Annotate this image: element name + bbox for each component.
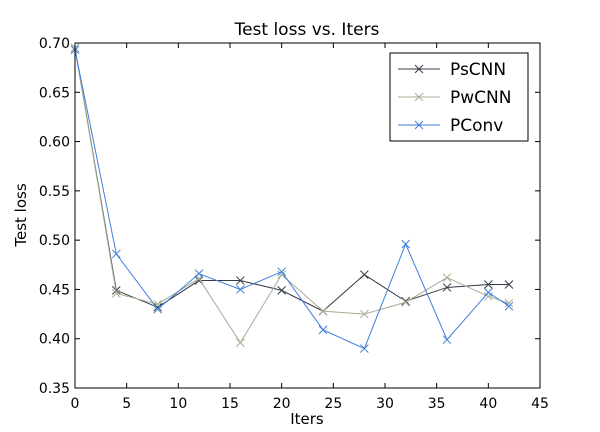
x-tick-label: 45 [531, 396, 549, 412]
plot-series-group [70, 43, 514, 353]
data-point-pconv [277, 267, 287, 277]
y-axis-label: Test loss [12, 183, 30, 247]
data-point-pwcnn [318, 306, 328, 316]
x-tick-label: 20 [273, 396, 291, 412]
data-point-pconv [153, 304, 163, 314]
y-tick-label: 0.35 [39, 381, 70, 397]
data-point-pwcnn [401, 297, 411, 307]
legend-label-pscnn: PsCNN [450, 60, 506, 80]
x-tick-label: 0 [71, 396, 80, 412]
data-point-pconv [194, 269, 204, 279]
legend-marker-pwcnn [414, 92, 424, 102]
data-point-pconv [235, 285, 245, 294]
series-line-pwcnn [74, 47, 510, 344]
x-tick-label: 40 [479, 396, 497, 412]
data-point-pscnn [442, 283, 452, 292]
data-point-pconv [401, 239, 411, 249]
y-tick-label: 0.45 [39, 282, 70, 298]
x-tick-label: 5 [122, 396, 131, 412]
data-point-pscnn [483, 280, 493, 289]
y-tick-label: 0.55 [39, 184, 70, 200]
chart-title: Test loss vs. Iters [234, 20, 380, 40]
data-point-pwcnn [235, 338, 245, 348]
plot-frame [74, 42, 541, 389]
x-tick-label: 30 [376, 396, 394, 412]
data-point-pwcnn [277, 270, 287, 279]
x-tick-label: 35 [428, 396, 446, 412]
legend: PsCNN PwCNN PConv [389, 52, 529, 142]
y-axis-ticks: 0.35 0.40 0.45 0.50 0.55 0.60 0.65 0.70 [39, 36, 540, 397]
legend-marker-pscnn [414, 64, 424, 74]
data-point-pscnn [504, 280, 514, 289]
data-point-pscnn [401, 296, 411, 306]
x-axis-label: Iters [290, 410, 324, 428]
data-point-pconv [442, 335, 452, 345]
data-point-pscnn [359, 270, 369, 279]
data-point-pwcnn [504, 298, 514, 308]
data-point-pwcnn [111, 289, 121, 298]
legend-label-pconv: PConv [450, 116, 503, 136]
data-point-pscnn [277, 286, 287, 295]
x-tick-label: 25 [324, 396, 342, 412]
data-point-pscnn [235, 276, 245, 285]
x-axis-ticks: 0 5 10 15 20 25 30 35 40 45 [71, 43, 549, 412]
data-point-pconv [359, 344, 369, 353]
data-point-pconv [111, 249, 121, 259]
data-point-pconv [318, 325, 328, 335]
data-point-pscnn [153, 302, 163, 312]
data-point-pconv [504, 301, 514, 311]
y-tick-label: 0.50 [39, 233, 70, 249]
data-point-pwcnn [442, 273, 452, 282]
legend-label-pwcnn: PwCNN [450, 88, 511, 108]
data-point-pwcnn [359, 309, 369, 319]
series-line-pconv [74, 49, 510, 350]
y-tick-label: 0.60 [39, 135, 70, 151]
y-tick-label: 0.40 [39, 332, 70, 348]
y-tick-label: 0.65 [39, 85, 70, 101]
data-point-pconv [483, 288, 493, 297]
x-tick-label: 10 [169, 396, 187, 412]
legend-marker-pconv [414, 120, 424, 130]
x-tick-label: 15 [221, 396, 239, 412]
y-tick-label: 0.70 [39, 36, 70, 52]
series-pwcnn [70, 43, 514, 348]
series-pconv [70, 45, 514, 353]
